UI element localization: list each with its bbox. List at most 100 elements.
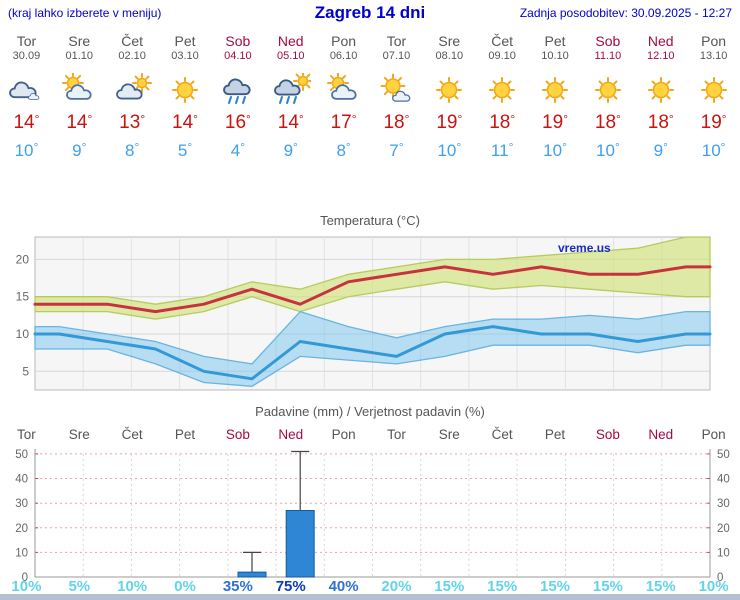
precip-day-label: Pet (174, 427, 196, 442)
temperature-chart-svg: 5 10 15 20 vreme.us (16, 236, 712, 391)
precip-bar (237, 571, 267, 578)
precip-probability: 15% (434, 578, 465, 595)
degree-sign: ° (298, 112, 304, 126)
sunny-icon (634, 73, 687, 107)
temperature-chart-title: Temperatura (°C) (320, 213, 420, 228)
sunny-icon (529, 73, 582, 107)
temp-max: 13° (119, 112, 146, 133)
day-date: 02.10 (118, 50, 146, 62)
temp-max: 18° (647, 112, 674, 133)
precip-probability: 10% (117, 578, 148, 595)
day-name: Tor (386, 33, 407, 49)
precip-day-label: Tor (387, 427, 406, 442)
day-date: 09.10 (488, 50, 516, 62)
temp-max: 19° (436, 112, 463, 133)
temp-max: 17° (330, 112, 357, 133)
precipitation-chart: 0 0 10 10 20 20 30 30 40 40 50 50 (0, 446, 740, 584)
degree-sign: ° (510, 112, 516, 126)
day-date: 04.10 (224, 50, 252, 62)
y-tick-label: 20 (15, 523, 28, 535)
degree-sign: ° (720, 140, 726, 154)
sunny-icon (423, 73, 476, 107)
watermark: vreme.us (558, 241, 611, 255)
sunny-icon (581, 73, 634, 107)
forecast-day: Sre 08.10 19° 10° (423, 33, 476, 161)
day-name: Pon (701, 33, 727, 49)
day-name: Ned (647, 33, 674, 49)
precip-bar (285, 510, 315, 578)
precip-probability: 5% (68, 578, 91, 595)
bottom-scrollbar[interactable] (0, 594, 740, 600)
degree-sign: ° (34, 112, 40, 126)
temp-min: 10° (14, 140, 39, 160)
degree-sign: ° (351, 112, 357, 126)
temp-min: 11° (490, 140, 514, 160)
temp-max: 18° (594, 112, 621, 133)
temp-min: 4° (230, 140, 245, 160)
mostly-sunny-icon (370, 73, 423, 107)
degree-sign: ° (721, 112, 727, 126)
precip-probability: 10% (11, 578, 42, 595)
temp-max: 14° (172, 112, 198, 133)
rain-sun-icon (264, 73, 317, 107)
degree-sign: ° (246, 112, 251, 126)
precip-day-label: Pon (331, 427, 356, 442)
day-name: Sre (68, 33, 91, 49)
y-tick-label: 0 (22, 572, 28, 582)
degree-sign: ° (398, 140, 404, 154)
precip-day-label: Pet (544, 427, 566, 442)
degree-sign: ° (456, 140, 462, 154)
precip-probability: 15% (592, 578, 623, 595)
mostly-cloudy-icon (106, 73, 159, 107)
degree-sign: ° (614, 140, 620, 154)
day-name: Ned (277, 33, 304, 49)
degree-sign: ° (508, 140, 514, 154)
precipitation-day-labels-row: Tor Sre Čet Pet Sob Ned Pon Tor Sre Čet Pet Sob Ned P… (0, 427, 740, 442)
day-date: 13.10 (699, 50, 728, 62)
day-name: Sre (438, 33, 461, 49)
precip-probability: 35% (222, 578, 253, 595)
precip-day-label: Tor (17, 427, 36, 442)
y-tick-label: 5 (22, 364, 29, 378)
degree-sign: ° (563, 112, 568, 126)
temperature-chart: 5 10 15 20 vreme.us (0, 230, 740, 398)
day-name: Sob (595, 33, 621, 49)
location-menu-hint: (kraj lahko izberete v meniju) (8, 6, 162, 20)
precip-probability: 15% (487, 578, 518, 595)
precip-probability: 0% (174, 578, 196, 595)
y-tick-label: 40 (717, 474, 730, 486)
day-name: Tor (16, 33, 37, 49)
precip-day-label: Čet (121, 427, 143, 442)
precip-probability: 10% (698, 578, 729, 595)
forecast-day: Čet 02.10 13° 8° (106, 33, 159, 161)
day-date: 12.10 (646, 50, 675, 62)
day-name: Čet (121, 33, 144, 49)
degree-sign: ° (134, 140, 140, 154)
degree-sign: ° (240, 140, 245, 154)
precip-day-label: Sre (68, 427, 90, 442)
temp-min: 7° (389, 140, 404, 160)
temp-max: 16° (224, 112, 251, 133)
cloudy-icon (0, 73, 53, 107)
precip-probability: 15% (645, 578, 676, 595)
precip-day-label: Ned (278, 427, 304, 442)
degree-sign: ° (562, 140, 567, 154)
day-name: Pet (544, 33, 566, 49)
degree-sign: ° (668, 112, 674, 126)
forecast-day: Pon 13.10 19° 10° (687, 33, 740, 161)
forecast-day: Tor 07.10 18° 7° (370, 33, 423, 161)
day-date: 03.10 (171, 50, 199, 62)
precip-probability: 75% (275, 578, 306, 595)
temp-max: 14° (66, 112, 93, 133)
degree-sign: ° (293, 140, 298, 154)
temp-max: 14° (13, 112, 40, 133)
degree-sign: ° (345, 140, 351, 154)
y-tick-label: 30 (717, 498, 730, 510)
forecast-day: Ned 12.10 18° 9° (634, 33, 687, 161)
y-tick-label: 10 (16, 327, 30, 341)
degree-sign: ° (33, 140, 39, 154)
temp-min: 10° (437, 140, 462, 160)
y-tick-label: 20 (717, 523, 730, 535)
temp-max: 18° (383, 112, 410, 133)
